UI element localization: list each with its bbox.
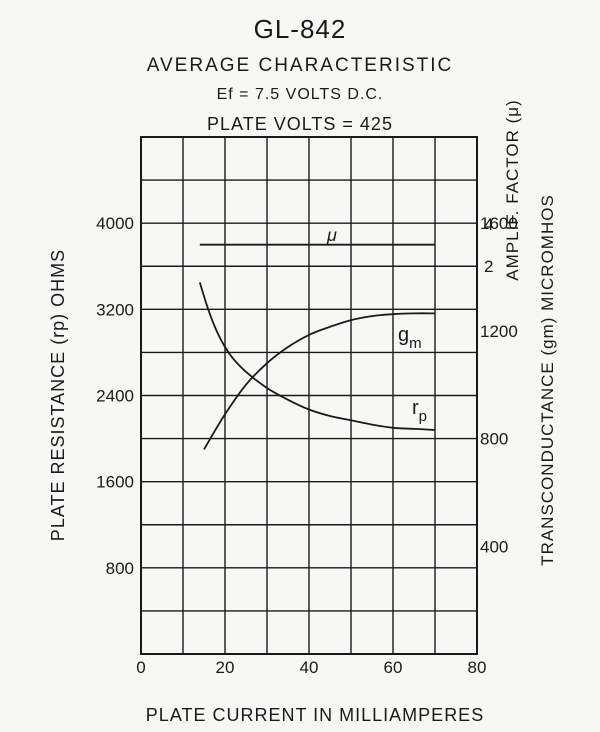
left-tick-label: 2400 xyxy=(96,387,134,406)
left-tick-label: 3200 xyxy=(96,300,134,319)
x-tick-label: 40 xyxy=(300,658,319,677)
tick-labels: 0 20 40 60 804000320024001600800160012008004… xyxy=(96,214,518,677)
gm-curve xyxy=(203,312,436,450)
x-tick-label: 80 xyxy=(468,658,487,677)
chart-title: GL-842 xyxy=(253,14,347,44)
right-tick-label: 1200 xyxy=(480,322,518,341)
chart-subtitle: AVERAGE CHARACTERISTIC xyxy=(146,55,454,76)
left-tick-label: 1600 xyxy=(96,473,134,492)
right-tick-label: 800 xyxy=(480,430,508,449)
plate-voltage-condition: PLATE VOLTS = 425 xyxy=(207,114,393,134)
amplification-factor-tick-label: 4 xyxy=(484,215,493,234)
x-tick-label: 20 xyxy=(216,658,235,677)
amplification-factor-axis-label: AMPLIF. FACTOR (μ) xyxy=(503,99,522,280)
gm-curve-label: gm xyxy=(398,324,422,352)
curves xyxy=(198,243,436,450)
right-tick-label: 400 xyxy=(480,537,508,556)
right-tick-label: 1600 xyxy=(480,214,518,233)
mu-curve-label: μ xyxy=(326,225,337,245)
amplification-factor-tick-label: 2 xyxy=(484,257,493,276)
left-tick-label: 800 xyxy=(106,559,134,578)
x-axis-label: PLATE CURRENT IN MILLIAMPERES xyxy=(146,705,484,725)
x-tick-label: 0 xyxy=(136,658,145,677)
plot-frame xyxy=(140,136,478,655)
left-tick-label: 4000 xyxy=(96,214,134,233)
rp-curve-label: rp xyxy=(412,397,427,425)
filament-voltage-condition: Ef = 7.5 VOLTS D.C. xyxy=(216,86,384,103)
x-tick-label: 60 xyxy=(384,658,403,677)
transconductance-axis-label: TRANSCONDUCTANCE (gm) MICROMHOS xyxy=(538,194,557,566)
grid xyxy=(141,137,477,654)
rp-curve xyxy=(198,282,436,431)
left-axis-label: PLATE RESISTANCE (rp) OHMS xyxy=(48,249,68,541)
